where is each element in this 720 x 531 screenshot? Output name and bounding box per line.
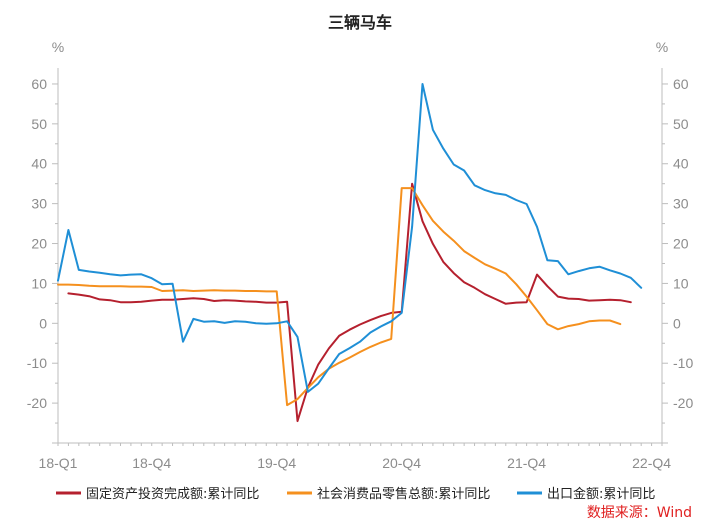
right-y-tick-label: -20 xyxy=(673,395,693,411)
left-y-tick-label: 0 xyxy=(39,315,47,331)
left-y-tick-label: 40 xyxy=(31,156,47,172)
data-source-note: 数据来源：Wind xyxy=(587,505,692,521)
right-y-tick-label: 0 xyxy=(673,315,681,331)
legend-label-1: 固定资产投资完成额:累计同比 xyxy=(86,486,259,502)
right-y-tick-label: 60 xyxy=(673,76,689,92)
x-tick-label: 19-Q4 xyxy=(257,455,296,471)
series-layer xyxy=(57,83,643,423)
left-y-tick-label: 30 xyxy=(31,196,47,212)
left-y-tick-label: -20 xyxy=(27,395,47,411)
left-axis-unit: % xyxy=(52,39,64,55)
left-y-tick-label: -10 xyxy=(27,355,47,371)
left-y-tick-label: 50 xyxy=(31,116,47,132)
axes: -20 -20 -10 -10 0 0 10 10 20 20 30 30 40 40 50 50 60 60 18… xyxy=(27,68,693,471)
series-line-3 xyxy=(57,83,643,393)
left-y-tick-label: 20 xyxy=(31,236,47,252)
x-tick-label: 18-Q1 xyxy=(39,455,78,471)
right-y-tick-label: -10 xyxy=(673,355,693,371)
x-tick-label: 20-Q4 xyxy=(382,455,421,471)
x-tick-label: 21-Q4 xyxy=(507,455,546,471)
left-y-tick-label: 60 xyxy=(31,76,47,92)
right-y-tick-label: 50 xyxy=(673,116,689,132)
chart-title: 三辆马车 xyxy=(328,13,392,32)
x-tick-label: 18-Q4 xyxy=(132,455,171,471)
legend: 固定资产投资完成额:累计同比 社会消费品零售总额:累计同比 出口金额:累计同比 xyxy=(56,486,655,502)
x-tick-label: 22-Q4 xyxy=(632,455,671,471)
legend-label-3: 出口金额:累计同比 xyxy=(547,486,655,502)
right-y-tick-label: 30 xyxy=(673,196,689,212)
series-line-1 xyxy=(67,182,632,423)
right-y-tick-label: 10 xyxy=(673,275,689,291)
series-line-2 xyxy=(57,187,622,407)
right-axis-unit: % xyxy=(656,39,668,55)
legend-label-2: 社会消费品零售总额:累计同比 xyxy=(317,486,490,502)
right-y-tick-label: 40 xyxy=(673,156,689,172)
right-y-tick-label: 20 xyxy=(673,236,689,252)
left-y-tick-label: 10 xyxy=(31,275,47,291)
